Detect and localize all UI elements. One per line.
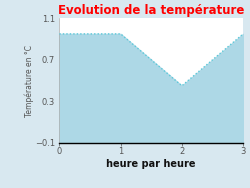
Y-axis label: Température en °C: Température en °C [24, 45, 34, 117]
Title: Evolution de la température: Evolution de la température [58, 4, 244, 17]
X-axis label: heure par heure: heure par heure [106, 159, 196, 169]
